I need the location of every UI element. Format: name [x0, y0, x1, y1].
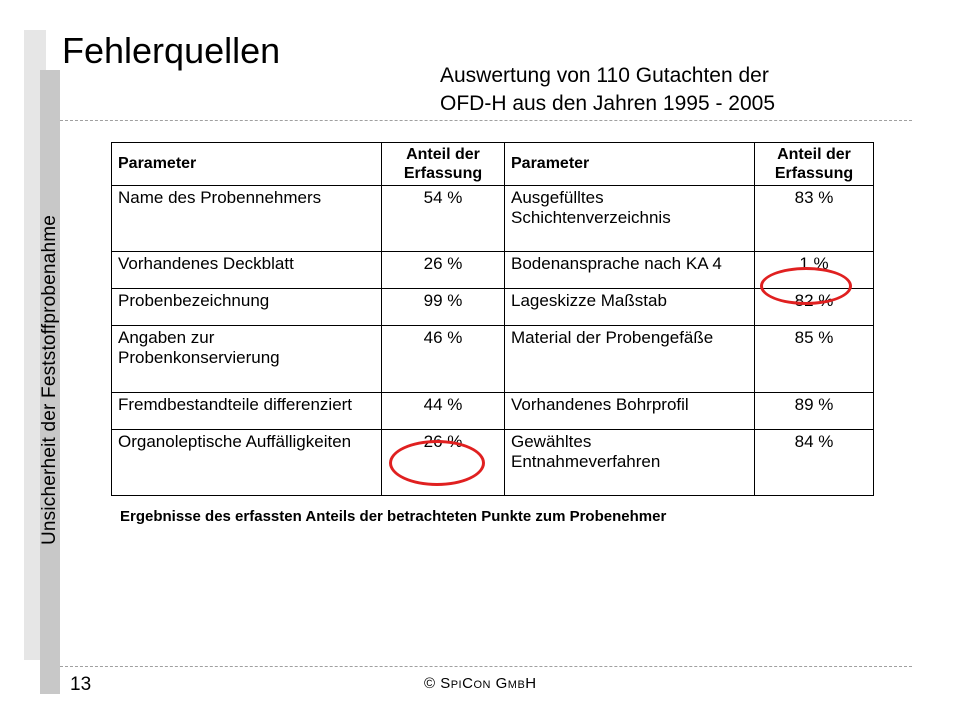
cell-parameter: Lageskizze Maßstab [504, 288, 755, 327]
cell-parameter: Probenbezeichnung [111, 288, 382, 327]
copyright-notice: © SpiCon GmbH [424, 675, 537, 692]
header-parameter-1: Parameter [111, 142, 382, 186]
table-row: Organoleptische Auffälligkeiten 26 % Gew… [111, 428, 874, 497]
data-table: Parameter Anteil der Erfassung Parameter… [111, 142, 874, 497]
highlight-circle-26-percent [389, 440, 485, 486]
highlight-circle-1-percent [760, 267, 852, 305]
table-row: Vorhandenes Deckblatt 26 % Bodenansprach… [111, 251, 874, 290]
cell-percent: 99 % [381, 288, 505, 327]
bottom-divider [60, 666, 912, 667]
slide-subtitle: Auswertung von 110 Gutachten der OFD-H a… [440, 64, 776, 115]
cell-percent: 46 % [381, 325, 505, 393]
slide-title: Fehlerquellen [62, 30, 281, 71]
cell-parameter: Name des Probennehmers [111, 184, 382, 253]
cell-parameter: Vorhandenes Deckblatt [111, 251, 382, 290]
cell-parameter: Fremdbestandteile differenziert [111, 391, 382, 430]
page-number: 13 [70, 674, 92, 695]
header-parameter-2: Parameter [504, 142, 755, 186]
cell-parameter: Gewähltes Entnahmeverfahren [504, 428, 755, 497]
cell-parameter: Vorhandenes Bohrprofil [504, 391, 755, 430]
table-header-row: Parameter Anteil der Erfassung Parameter… [111, 142, 874, 186]
header-anteil-1: Anteil der Erfassung [381, 142, 505, 186]
cell-percent: 54 % [381, 184, 505, 253]
table-caption: Ergebnisse des erfassten Anteils der bet… [120, 508, 667, 525]
cell-parameter: Ausgefülltes Schichtenverzeichnis [504, 184, 755, 253]
table-row: Name des Probennehmers 54 % Ausgefülltes… [111, 184, 874, 253]
cell-parameter: Material der Probengefäße [504, 325, 755, 393]
table-row: Probenbezeichnung 99 % Lageskizze Maßsta… [111, 288, 874, 327]
header-anteil-2: Anteil der Erfassung [754, 142, 874, 186]
cell-percent: 85 % [754, 325, 874, 393]
side-label: Unsicherheit der Feststoffprobenahme [39, 214, 60, 546]
cell-percent: 84 % [754, 428, 874, 497]
table-row: Fremdbestandteile differenziert 44 % Vor… [111, 391, 874, 430]
top-divider [60, 120, 912, 121]
decorative-bar-dark [40, 70, 60, 694]
cell-parameter: Bodenansprache nach KA 4 [504, 251, 755, 290]
cell-parameter: Organoleptische Auffälligkeiten [111, 428, 382, 497]
cell-percent: 44 % [381, 391, 505, 430]
cell-percent: 89 % [754, 391, 874, 430]
cell-percent: 83 % [754, 184, 874, 253]
cell-percent: 26 % [381, 251, 505, 290]
table-row: Angaben zur Probenkonservierung 46 % Mat… [111, 325, 874, 393]
cell-parameter: Angaben zur Probenkonservierung [111, 325, 382, 393]
